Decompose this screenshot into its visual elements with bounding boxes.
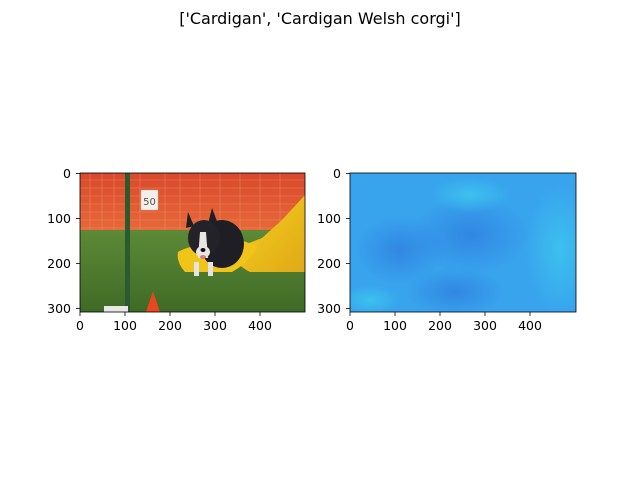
left-axes-frame xyxy=(79,172,306,313)
right-x-axis xyxy=(349,312,531,316)
right-axes-frame xyxy=(349,172,577,313)
figure-title: ['Cardigan', 'Cardigan Welsh corgi'] xyxy=(179,9,461,28)
left-y-tick: 100 xyxy=(47,211,71,226)
left-x-tick: 100 xyxy=(113,318,137,333)
right-x-tick: 100 xyxy=(383,318,407,333)
left-x-tick: 0 xyxy=(76,318,84,333)
left-panel-image: 50 xyxy=(80,173,305,312)
right-y-tick: 200 xyxy=(317,256,341,271)
right-y-tick: 300 xyxy=(317,301,341,316)
left-y-tick: 300 xyxy=(47,301,71,316)
right-x-tick: 300 xyxy=(473,318,497,333)
left-x-axis xyxy=(79,312,261,316)
right-y-tick: 0 xyxy=(333,166,341,181)
pole xyxy=(125,173,130,312)
right-panel-heatmap xyxy=(350,173,576,312)
left-y-tick: 0 xyxy=(63,166,71,181)
left-x-tick: 300 xyxy=(203,318,227,333)
right-y-tick: 100 xyxy=(317,211,341,226)
right-x-tick: 0 xyxy=(346,318,354,333)
right-x-tick: 200 xyxy=(428,318,452,333)
corgi-dog xyxy=(186,208,244,276)
right-y-axis xyxy=(346,173,350,309)
left-x-tick: 400 xyxy=(248,318,272,333)
right-x-tick: 400 xyxy=(518,318,542,333)
left-y-axis xyxy=(76,173,80,309)
left-x-tick: 200 xyxy=(158,318,182,333)
left-y-tick: 200 xyxy=(47,256,71,271)
white-object xyxy=(104,306,128,312)
traffic-cone xyxy=(146,291,160,312)
sign-number: 50 xyxy=(143,197,156,208)
number-sign xyxy=(140,189,159,211)
